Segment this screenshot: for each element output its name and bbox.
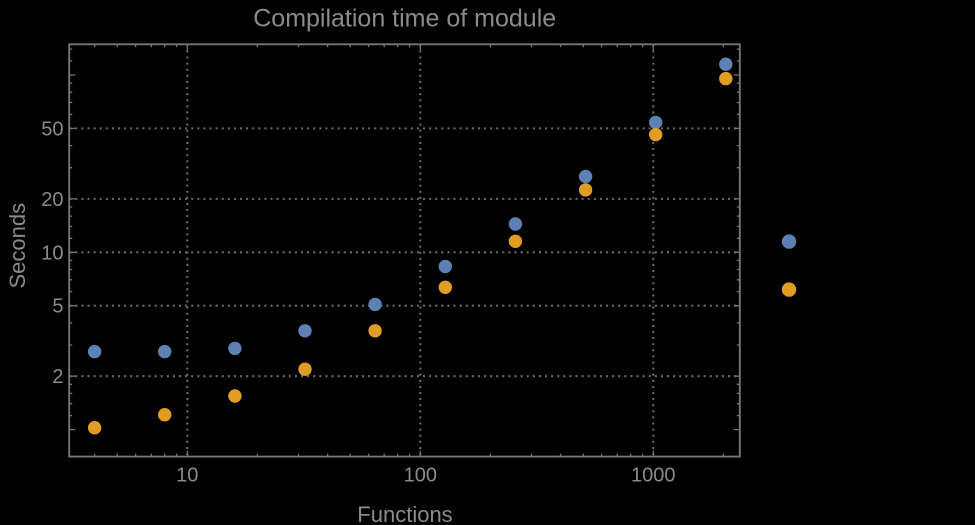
svg-text:50: 50 — [41, 118, 63, 140]
svg-text:20: 20 — [41, 189, 63, 211]
svg-text:Functions: Functions — [357, 502, 452, 525]
svg-text:1000: 1000 — [631, 465, 676, 487]
svg-text:Compilation time of module: Compilation time of module — [253, 5, 556, 33]
svg-text:Seconds: Seconds — [5, 203, 30, 289]
svg-text:100: 100 — [404, 465, 437, 487]
svg-text:5: 5 — [52, 296, 63, 318]
svg-text:2: 2 — [52, 366, 63, 388]
svg-text:10: 10 — [176, 465, 198, 487]
svg-text:10: 10 — [41, 242, 63, 264]
